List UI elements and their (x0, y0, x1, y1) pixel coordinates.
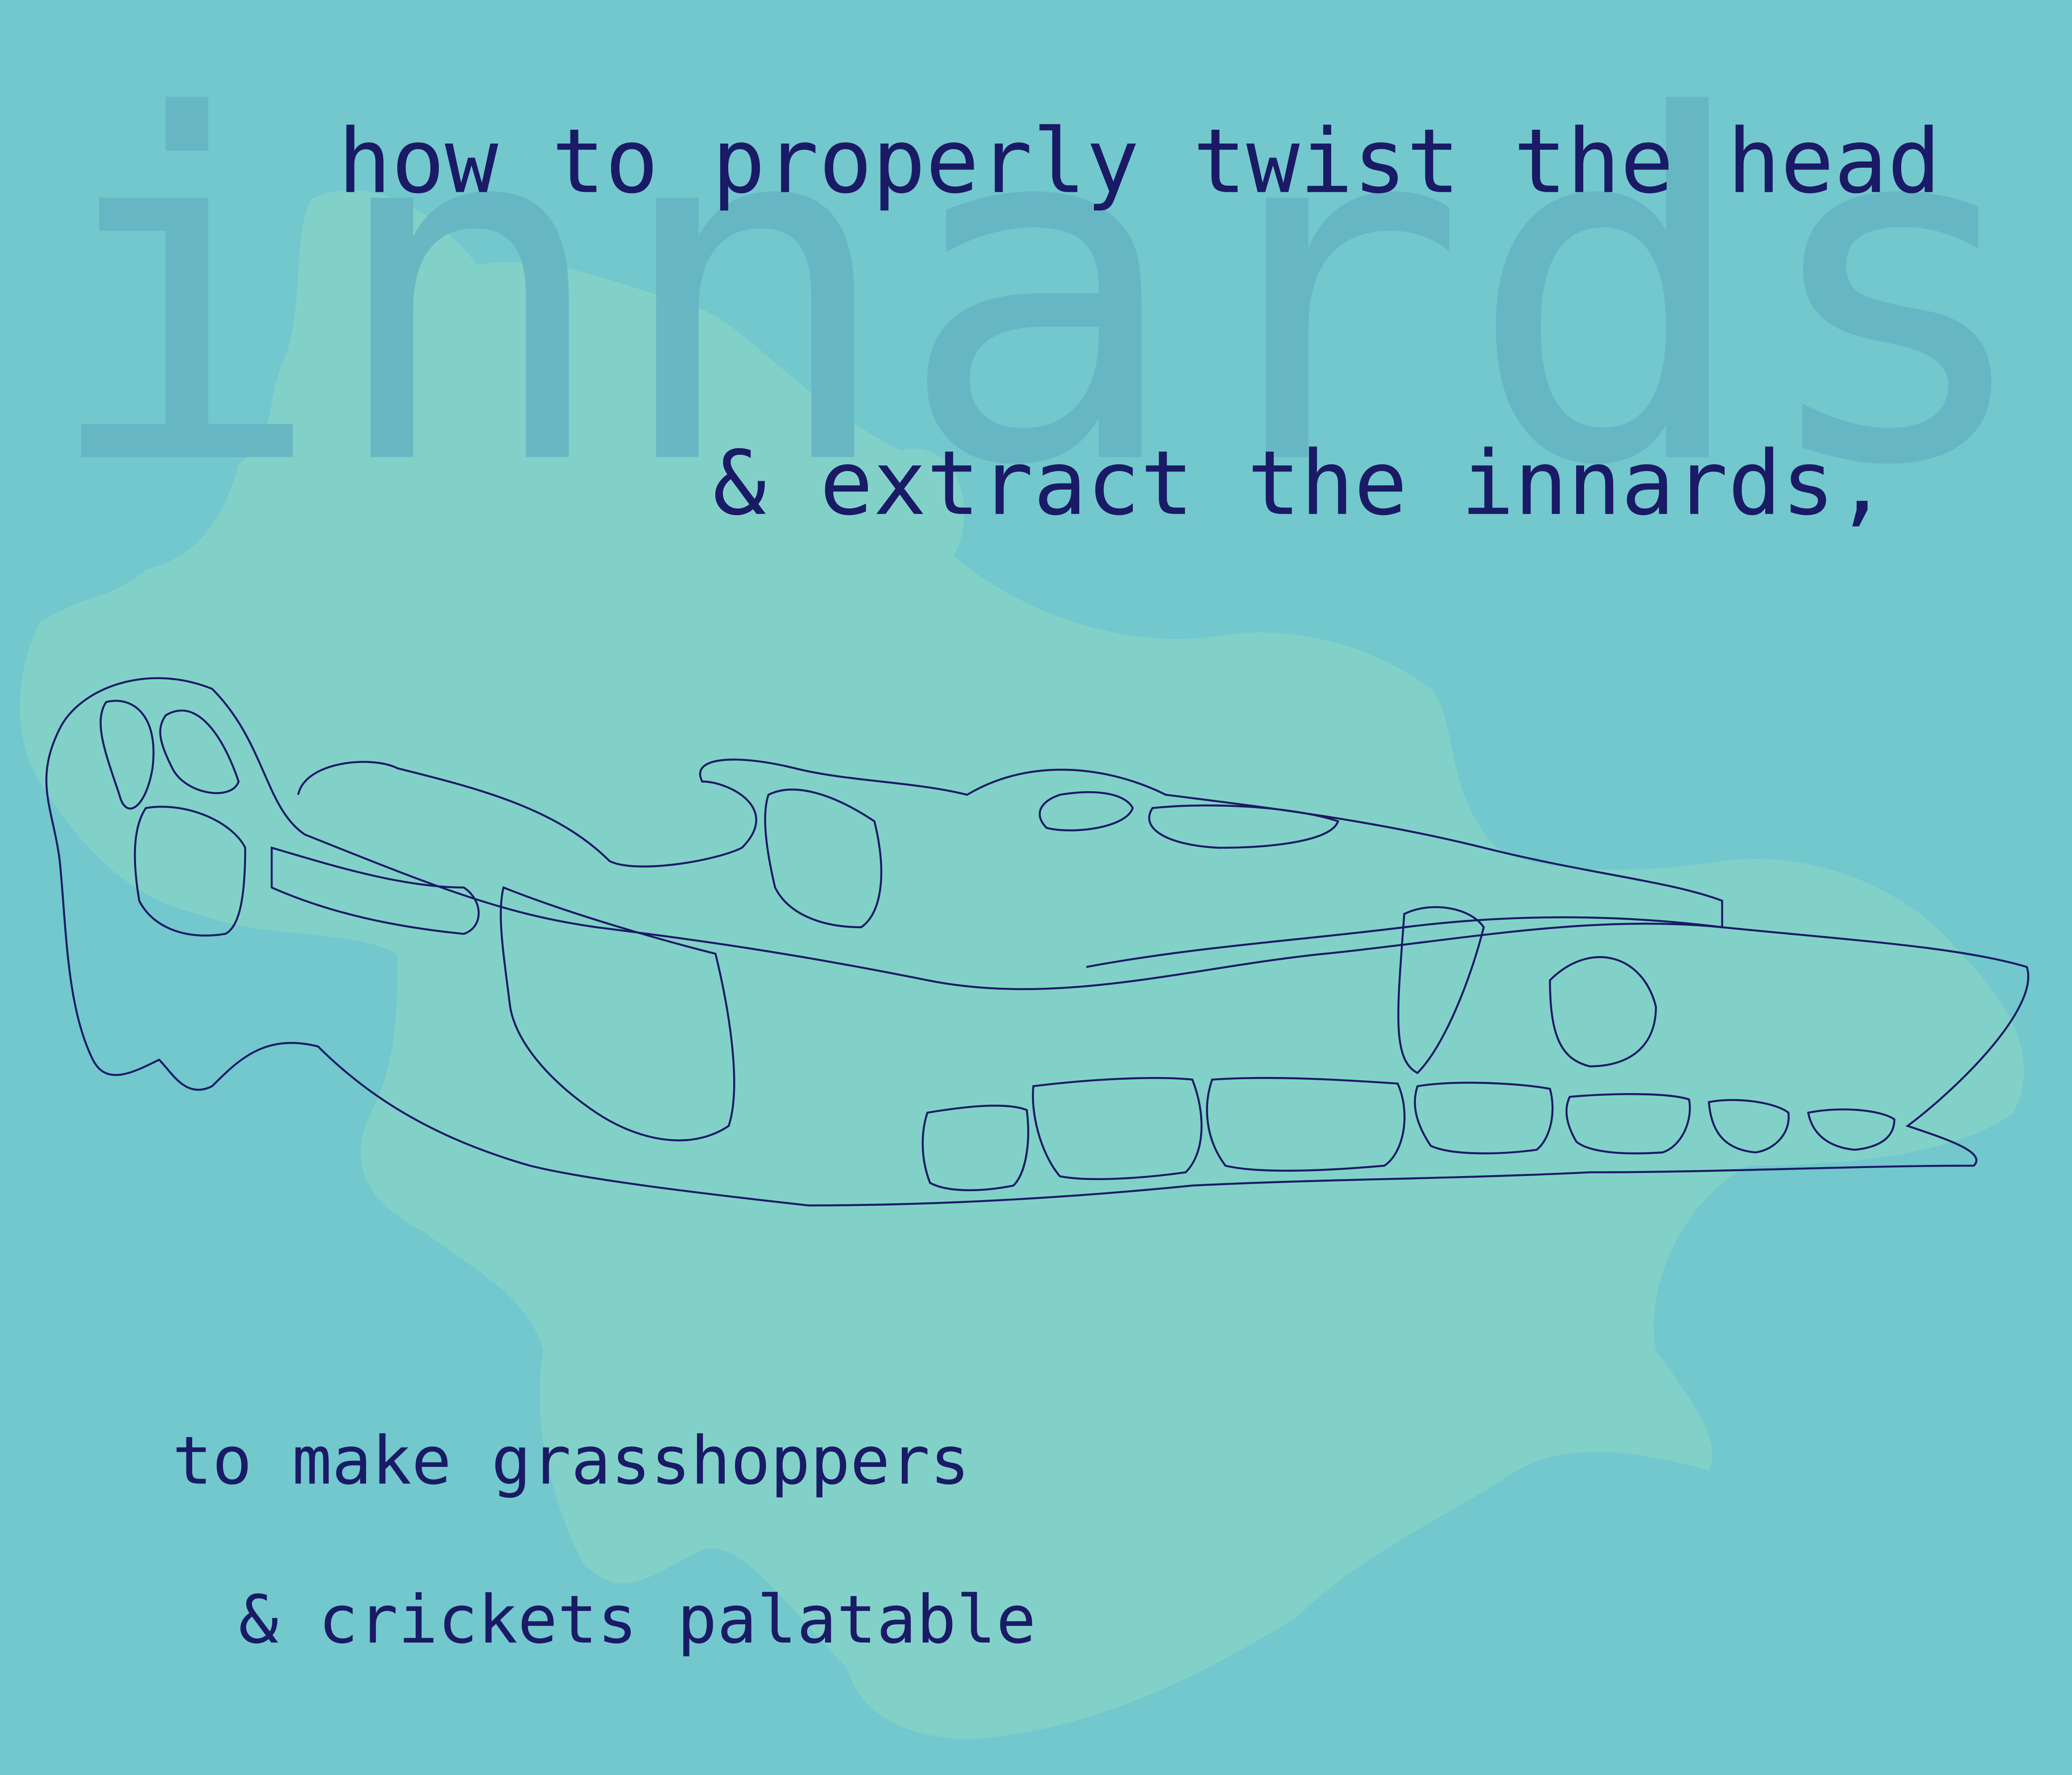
footer-line: to make grasshoppers (172, 1423, 970, 1500)
background-blob (20, 190, 2024, 1739)
footer-line: & crickets palatable (239, 1581, 1036, 1659)
heading-line: & extract the innards, (713, 431, 1888, 535)
insect-outline (45, 677, 2030, 1207)
heading-line: how to properly twist the head (338, 110, 1941, 213)
background-word: innards (40, 17, 2038, 569)
